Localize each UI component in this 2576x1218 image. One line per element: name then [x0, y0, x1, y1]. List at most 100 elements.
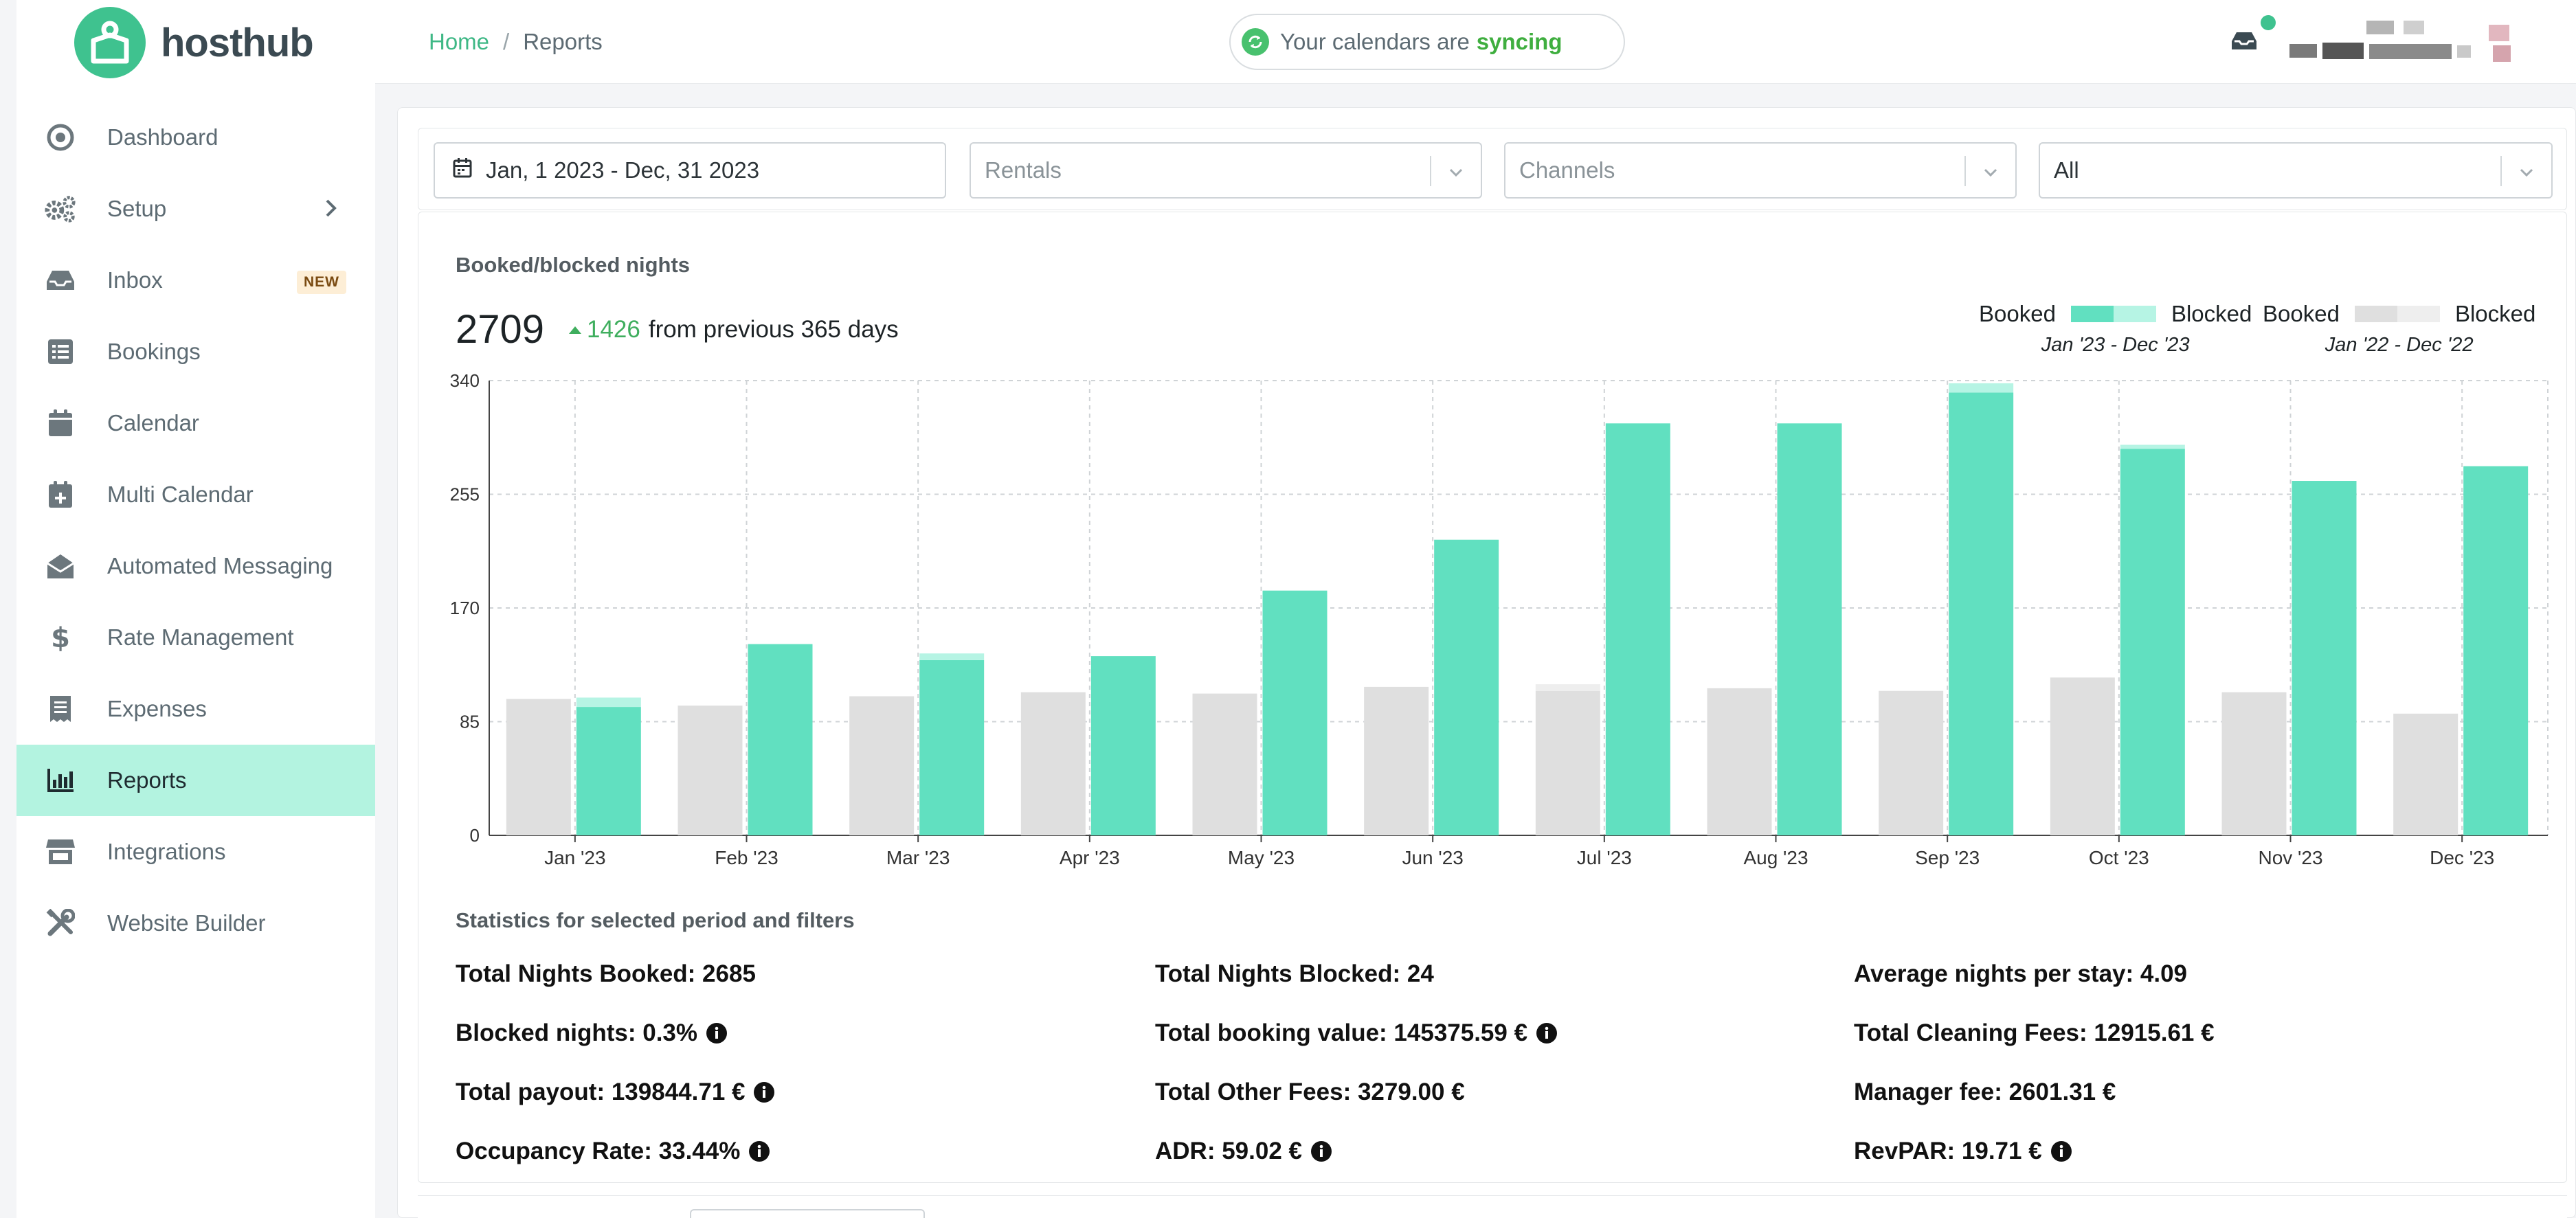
breadcrumb-current: Reports — [523, 29, 603, 54]
type-select-value: All — [2054, 157, 2079, 183]
sidebar-item-setup[interactable]: Setup — [16, 173, 375, 245]
stat-item: Blocked nights: 0.3% — [456, 1019, 728, 1047]
dollar-icon: $ — [44, 621, 77, 654]
brand-name: hosthub — [161, 20, 314, 65]
calendar-icon — [44, 407, 77, 440]
info-icon[interactable] — [1536, 1022, 1558, 1044]
chevron-down-icon — [1981, 161, 2000, 188]
sidebar-item-bookings[interactable]: Bookings — [16, 316, 375, 387]
stat-item: Total Other Fees: 3279.00 € — [1155, 1079, 1465, 1106]
legend-booked-label: Booked — [1979, 301, 2056, 326]
rentals-select[interactable]: Rentals — [970, 142, 1482, 199]
channels-select[interactable]: Channels — [1504, 142, 2017, 199]
sidebar-item-integrations[interactable]: Integrations — [16, 816, 375, 888]
bar-booked-previous — [1879, 690, 1944, 835]
user-menu[interactable] — [2289, 18, 2516, 67]
stat-text: Total payout: 139844.71 € — [456, 1079, 746, 1105]
x-tick-label: Jul '23 — [1577, 847, 1632, 868]
sidebar: hosthub Dashboard Setup Inbox NEW — [16, 0, 375, 1218]
header-inbox-icon[interactable] — [2230, 30, 2258, 54]
legend-booked-swatch — [2070, 306, 2114, 322]
stat-text: Total Nights Booked: 2685 — [456, 960, 756, 987]
type-select[interactable]: All — [2039, 142, 2553, 199]
svg-text:$: $ — [51, 622, 70, 653]
legend-blocked-label: Blocked — [2454, 301, 2536, 326]
info-icon[interactable] — [753, 1081, 775, 1103]
legend-blocked-swatch — [2397, 306, 2440, 322]
delta-suffix: from previous 365 days — [648, 316, 899, 343]
info-icon[interactable] — [706, 1022, 728, 1044]
stat-item: ADR: 59.02 € — [1155, 1138, 1332, 1165]
gears-icon — [44, 192, 77, 225]
brand-logo[interactable]: hosthub — [74, 7, 314, 78]
stat-item: Total booking value: 145375.59 € — [1155, 1019, 1558, 1047]
breadcrumb-home-link[interactable]: Home — [429, 29, 490, 54]
bar-blocked-current — [1949, 383, 2014, 393]
x-tick-label: Jan '23 — [544, 847, 605, 868]
bar-booked-previous — [2393, 713, 2459, 835]
house-logo-icon — [74, 7, 146, 78]
sidebar-item-label: Bookings — [107, 339, 201, 364]
stat-item: Total Nights Booked: 2685 — [456, 960, 756, 988]
chevron-down-icon — [1446, 161, 1466, 188]
arrow-up-icon — [569, 326, 581, 334]
sidebar-item-reports[interactable]: Reports — [16, 745, 375, 816]
channels-placeholder: Channels — [1519, 157, 1615, 183]
sidebar-item-label: Rate Management — [107, 624, 294, 650]
sidebar-item-dashboard[interactable]: Dashboard — [16, 102, 375, 173]
legend-period: Jan '23 - Dec '23 — [2041, 334, 2190, 356]
store-icon — [44, 835, 77, 868]
sidebar-item-label: Reports — [107, 767, 187, 793]
envelope-open-icon — [44, 550, 77, 583]
bar-blocked-current — [576, 697, 641, 708]
y-tick-label: 255 — [450, 484, 480, 505]
sidebar-item-calendar[interactable]: Calendar — [16, 387, 375, 459]
legend-blocked-label: Blocked — [2171, 301, 2252, 326]
bar-booked-previous — [677, 706, 743, 835]
stat-text: Blocked nights: 0.3% — [456, 1019, 698, 1046]
sync-status: syncing — [1476, 29, 1563, 54]
info-icon[interactable] — [748, 1140, 770, 1162]
bar-booked-current — [2463, 466, 2529, 835]
y-tick-label: 170 — [450, 598, 480, 618]
sidebar-item-inbox[interactable]: Inbox NEW — [16, 245, 375, 316]
next-panel-select[interactable] — [690, 1209, 925, 1218]
legend-blocked-swatch — [2113, 306, 2156, 322]
calendar-icon — [453, 157, 472, 183]
select-divider — [1430, 156, 1431, 186]
y-tick-label: 0 — [470, 825, 480, 846]
x-tick-label: Mar '23 — [886, 847, 950, 868]
new-badge: NEW — [297, 271, 346, 294]
bar-booked-current — [1949, 392, 2014, 835]
sidebar-item-website-builder[interactable]: Website Builder — [16, 888, 375, 959]
calendar-sync-status[interactable]: Your calendars are syncing — [1229, 14, 1625, 70]
breadcrumb-separator: / — [503, 29, 510, 54]
info-icon[interactable] — [2050, 1140, 2072, 1162]
sidebar-item-automated-messaging[interactable]: Automated Messaging — [16, 530, 375, 602]
stats-title: Statistics for selected period and filte… — [456, 908, 855, 932]
select-divider — [1964, 156, 1966, 186]
stat-text: Total Nights Blocked: 24 — [1155, 960, 1434, 987]
stat-item: Manager fee: 2601.31 € — [1854, 1079, 2116, 1106]
date-range-picker[interactable]: Jan, 1 2023 - Dec, 31 2023 — [434, 142, 946, 199]
sidebar-item-expenses[interactable]: Expenses — [16, 673, 375, 745]
sidebar-item-multi-calendar[interactable]: Multi Calendar — [16, 459, 375, 530]
bar-booked-previous — [1707, 688, 1772, 835]
legend-booked-label: Booked — [2263, 301, 2340, 326]
stat-item: Total payout: 139844.71 € — [456, 1079, 775, 1106]
chevron-right-icon — [324, 198, 338, 222]
chart-title: Booked/blocked nights — [456, 253, 691, 277]
bar-booked-previous — [506, 699, 571, 835]
sidebar-item-label: Integrations — [107, 839, 226, 864]
info-icon[interactable] — [1310, 1140, 1332, 1162]
sidebar-item-label: Multi Calendar — [107, 482, 254, 507]
select-divider — [2500, 156, 2502, 186]
sidebar-item-rate-management[interactable]: $ Rate Management — [16, 602, 375, 673]
chevron-down-icon — [2517, 161, 2536, 188]
bar-booked-previous — [1364, 686, 1429, 835]
calendar-plus-icon — [44, 478, 77, 511]
sync-icon — [1242, 28, 1269, 56]
date-range-value: Jan, 1 2023 - Dec, 31 2023 — [486, 157, 760, 183]
sidebar-item-label: Calendar — [107, 410, 199, 436]
x-tick-label: Nov '23 — [2258, 847, 2322, 868]
